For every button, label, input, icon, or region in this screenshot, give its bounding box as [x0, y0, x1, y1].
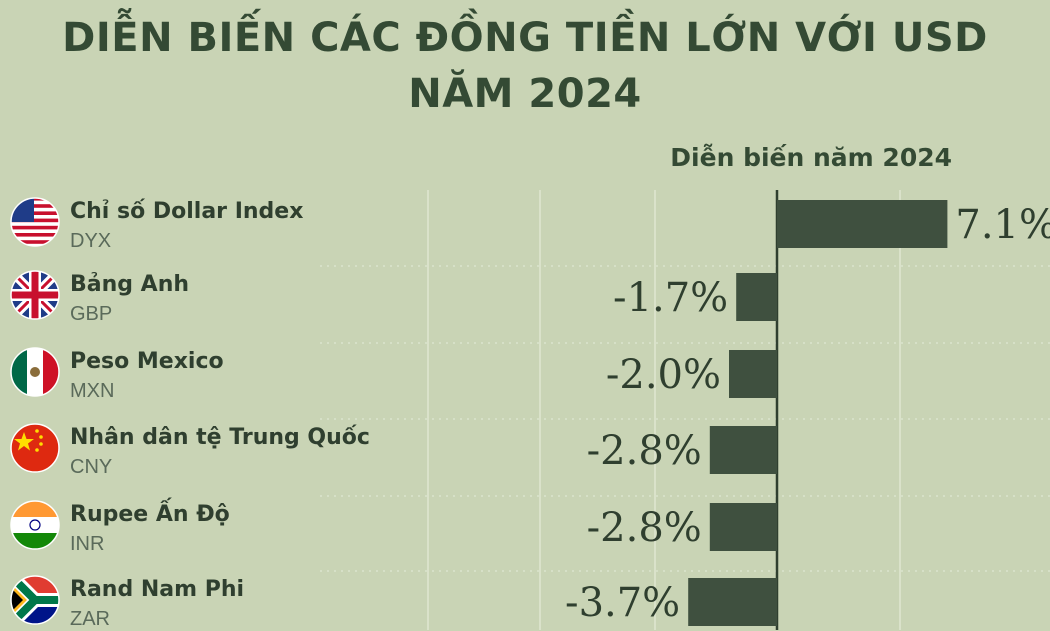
bar-mxn: [729, 350, 777, 398]
grid-lines: [320, 190, 1050, 630]
currency-name: Rupee Ấn Độ: [70, 502, 230, 527]
chart-title-line-1: DIỄN BIẾN CÁC ĐỒNG TIỀN LỚN VỚI USD: [62, 15, 988, 61]
currency-code: INR: [70, 533, 105, 555]
data-label-gbp: -1.7%: [613, 275, 728, 321]
currency-name: Rand Nam Phi: [70, 577, 245, 602]
uk-flag-icon: [10, 270, 60, 320]
south-africa-flag-icon: [10, 575, 60, 625]
currency-name: Chỉ số Dollar Index: [70, 199, 304, 224]
mexico-flag-icon: [10, 347, 60, 397]
india-flag-icon: [10, 500, 60, 550]
currency-code: DYX: [70, 230, 112, 252]
bar-zar: [688, 578, 777, 626]
currency-code: ZAR: [70, 608, 110, 630]
currency-code: CNY: [70, 456, 113, 478]
data-label-inr: -2.8%: [587, 505, 702, 551]
bar-gbp: [736, 273, 777, 321]
data-label-cny: -2.8%: [587, 428, 702, 474]
currency-name: Nhân dân tệ Trung Quốc: [70, 425, 370, 450]
bar-cny: [709, 426, 777, 474]
currency-code: GBP: [70, 303, 113, 325]
column-header: Diễn biến năm 2024: [670, 143, 952, 172]
data-label-zar: -3.7%: [565, 580, 680, 626]
bar-dyx: [777, 200, 948, 248]
data-labels: 7.1% -1.7% -2.0% -2.8% -2.8% -3.7%: [565, 202, 1050, 626]
currency-name: Peso Mexico: [70, 349, 224, 374]
bar-inr: [709, 503, 777, 551]
data-label-mxn: -2.0%: [606, 352, 721, 398]
china-flag-icon: [10, 423, 60, 473]
bars: [688, 200, 948, 626]
us-flag-icon: [10, 197, 60, 247]
currency-code: MXN: [70, 380, 115, 402]
chart-title-line-2: NĂM 2024: [408, 71, 642, 117]
data-label-dyx: 7.1%: [955, 202, 1050, 248]
currency-name: Bảng Anh: [70, 272, 190, 297]
